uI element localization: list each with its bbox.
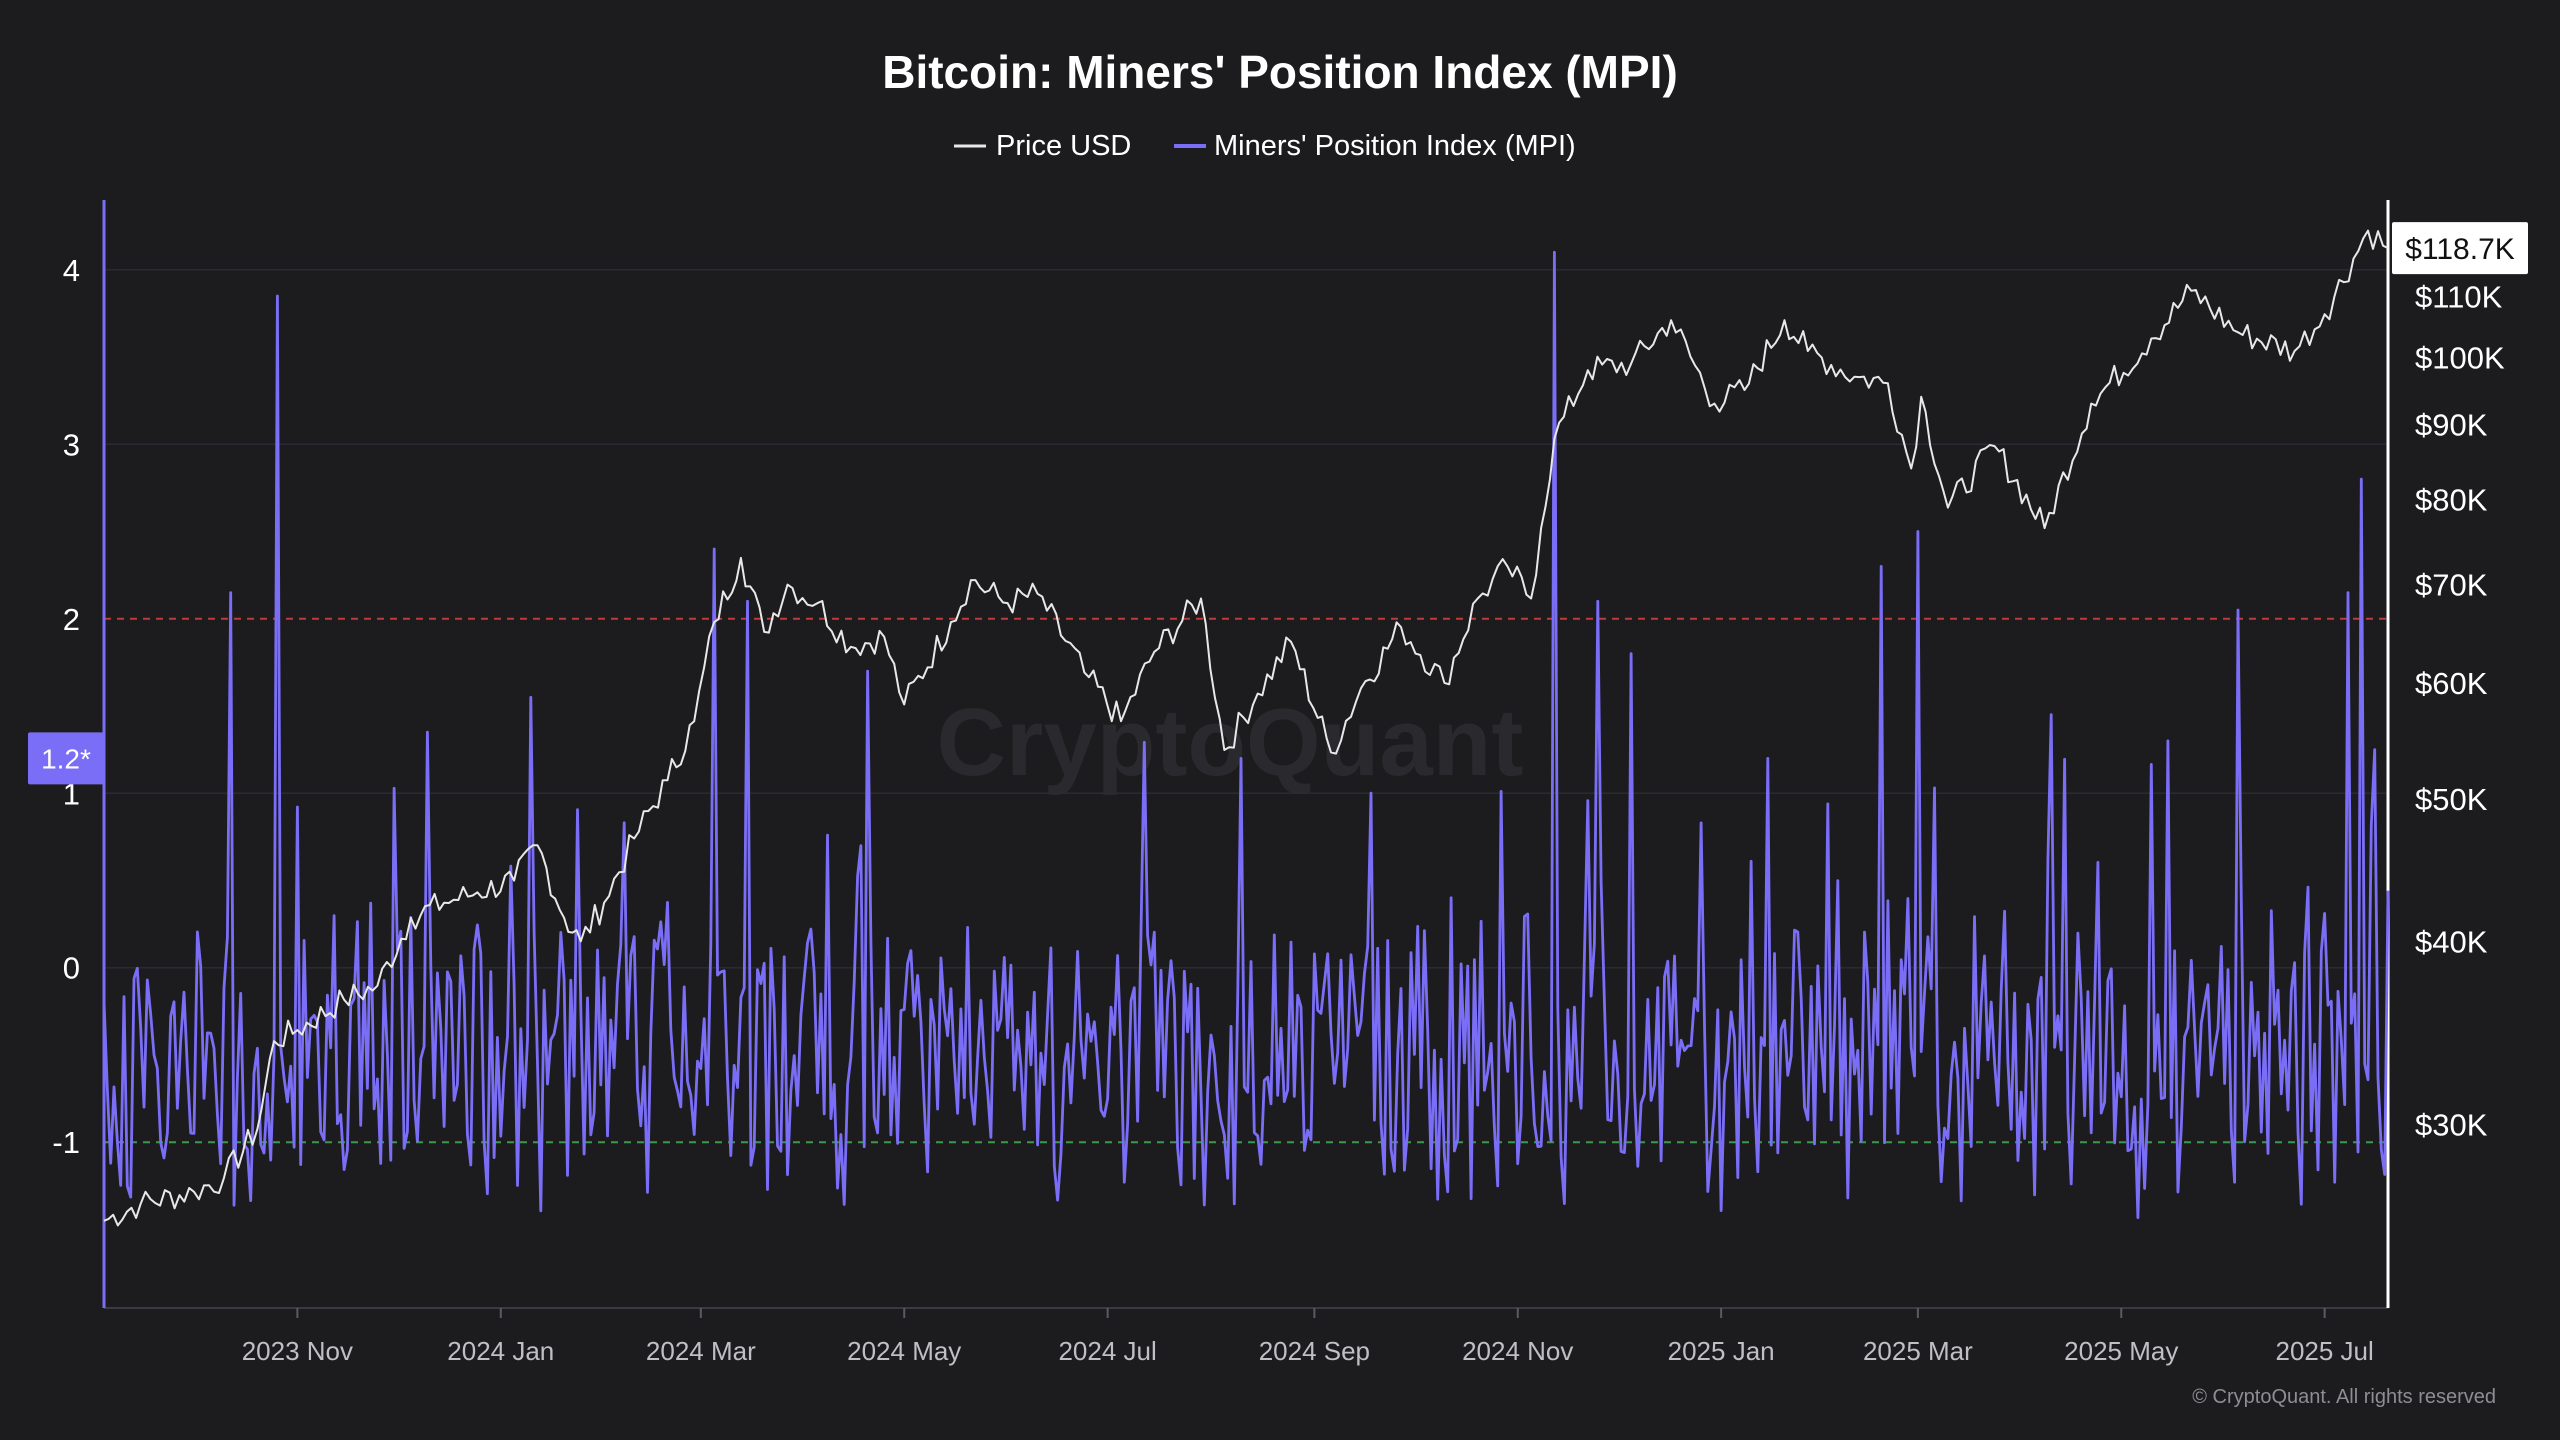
x-tick-label: 2025 Mar bbox=[1863, 1336, 1973, 1366]
x-axis: 2023 Nov 2024 Jan 2024 Mar 2024 May 2024 Jul… bbox=[104, 1307, 2388, 1366]
price-current-label: $118.7K bbox=[2405, 233, 2515, 266]
copyright: © CryptoQuant. All rights reserved bbox=[2192, 1386, 2496, 1408]
x-tick-label: 2024 Nov bbox=[1462, 1336, 1573, 1366]
y-axis-right: $110K $100K $90K $80K $70K $60K $50K $40K $30K bbox=[2386, 200, 2505, 1308]
x-tick-label: 2025 May bbox=[2064, 1336, 2178, 1366]
y-right-tick-label: $70K bbox=[2415, 568, 2488, 603]
y-left-tick-label: -1 bbox=[52, 1125, 80, 1160]
x-tick-label: 2024 Mar bbox=[646, 1336, 756, 1366]
price-current-badge bbox=[2392, 222, 2528, 275]
y-right-tick-label: $100K bbox=[2415, 340, 2505, 375]
y-left-tick-label: 0 bbox=[63, 951, 80, 986]
grid bbox=[104, 269, 2388, 969]
x-tick-label: 2024 Sep bbox=[1259, 1336, 1370, 1366]
mpi-current-label: 1.2* bbox=[41, 743, 91, 774]
y-right-tick-label: $60K bbox=[2415, 666, 2488, 701]
x-tick-label: 2025 Jan bbox=[1668, 1336, 1775, 1366]
y-right-tick-label: $80K bbox=[2415, 483, 2488, 518]
x-tick-label: 2023 Nov bbox=[242, 1336, 353, 1366]
x-tick-label: 2025 Jul bbox=[2275, 1336, 2373, 1366]
y-axis-left: 4 3 2 1 0 -1 bbox=[52, 200, 106, 1308]
y-left-tick-label: 1 bbox=[63, 776, 80, 811]
mpi-series-line[interactable] bbox=[102, 250, 2390, 1219]
y-left-tick-label: 4 bbox=[63, 253, 80, 288]
mpi-current-badge bbox=[28, 732, 104, 785]
legend-mpi-label[interactable]: Miners' Position Index (MPI) bbox=[1214, 130, 1576, 162]
legend[interactable]: Price USD Miners' Position Index (MPI) bbox=[954, 130, 1576, 162]
y-right-tick-label: $30K bbox=[2415, 1108, 2488, 1143]
y-right-tick-label: $50K bbox=[2415, 782, 2488, 817]
y-left-tick-label: 2 bbox=[63, 602, 80, 637]
y-right-tick-label: $110K bbox=[2415, 280, 2503, 315]
y-left-tick-label: 3 bbox=[63, 427, 80, 462]
watermark: CryptoQuant bbox=[937, 689, 1524, 796]
x-tick-label: 2024 May bbox=[847, 1336, 961, 1366]
x-tick-label: 2024 Jul bbox=[1058, 1336, 1156, 1366]
y-right-tick-label: $40K bbox=[2415, 924, 2488, 959]
legend-price-label[interactable]: Price USD bbox=[996, 130, 1131, 162]
y-right-tick-label: $90K bbox=[2415, 407, 2488, 442]
price-series-line[interactable] bbox=[103, 229, 2389, 1227]
x-tick-label: 2024 Jan bbox=[447, 1336, 554, 1366]
chart-title: Bitcoin: Miners' Position Index (MPI) bbox=[882, 46, 1678, 98]
current-value-markers: 1.2* $118.7K bbox=[28, 222, 2528, 785]
